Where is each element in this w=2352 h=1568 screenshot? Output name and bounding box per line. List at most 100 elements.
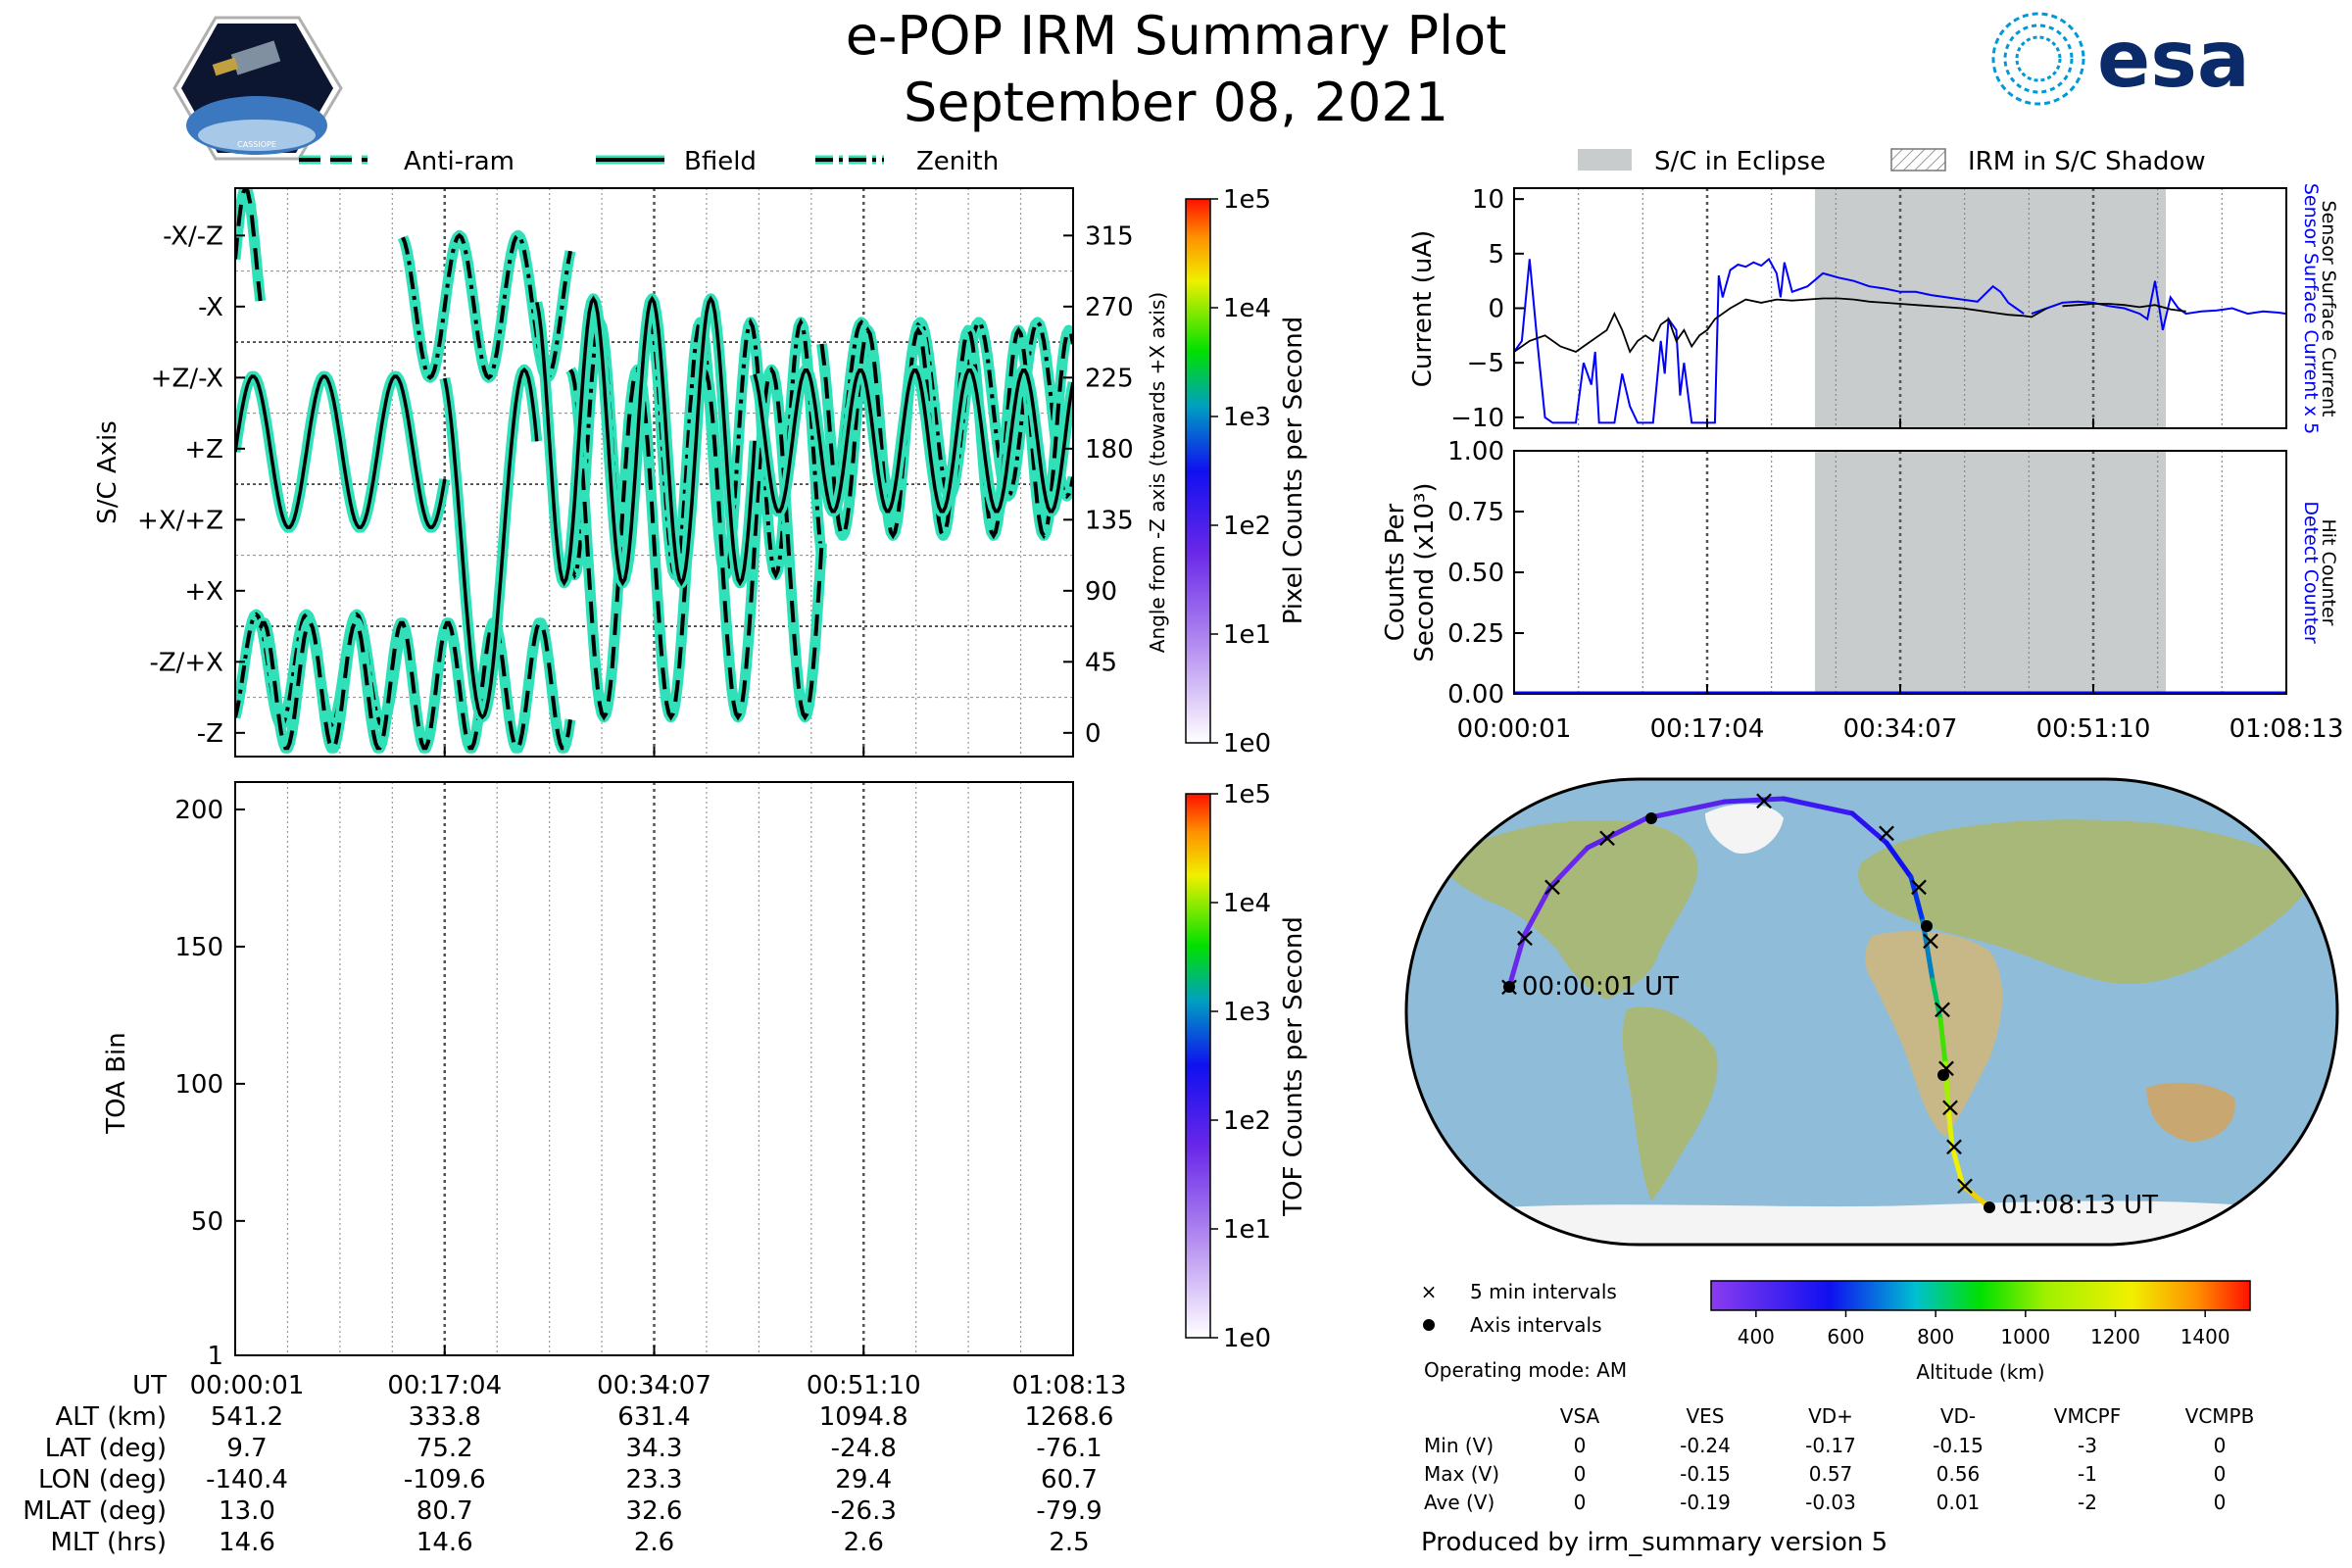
australia: [2146, 1082, 2235, 1142]
toa-tick: 150: [174, 933, 223, 962]
voltage-header: VD+: [1808, 1404, 1853, 1428]
time-tick: 00:51:10: [2036, 714, 2151, 744]
counts-ylabel-line1: Counts Per: [1381, 503, 1410, 641]
voltage-header: VCMPB: [2185, 1404, 2255, 1428]
ephemeris-cell: 32.6: [626, 1496, 683, 1526]
voltage-header: VMCPF: [2054, 1404, 2121, 1428]
voltage-cell: 0.57: [1809, 1462, 1853, 1486]
orbit-segment: [1849, 810, 1889, 846]
toa-tick: 100: [174, 1070, 223, 1100]
ephemeris-cell: 00:34:07: [597, 1371, 711, 1400]
orbit-segment: [1722, 796, 1787, 805]
cassiope-logo-text: CASSIOPE: [237, 140, 276, 149]
attitude-angle-tick: 225: [1085, 364, 1134, 393]
voltage-cell: -3: [2078, 1434, 2097, 1457]
current-right-label-blue: Sensor Surface Current x 5: [2300, 183, 2322, 434]
counts-tick: 1.00: [1447, 437, 1504, 466]
current-ylabel: Current (uA): [1408, 230, 1438, 387]
north-america: [1441, 819, 1698, 1000]
voltage-table: VSA VES VD+ VD- VMCPF VCMPB Min (V) 0 -0.24 -0.17…: [1424, 1404, 2254, 1514]
legend-bfield: Bfield: [684, 147, 757, 176]
ephemeris-cell: 9.7: [226, 1434, 267, 1463]
attitude-panel: -Z -Z/+X +X +X/+Z +Z +Z/-X -X -X/-Z 0 45 90 135 180…: [93, 187, 1169, 758]
orbit-segment: [1945, 1104, 1955, 1150]
legend-axis: Axis intervals: [1470, 1313, 1602, 1337]
five-min-marker: ×: [1919, 924, 1941, 956]
toa-tick: 200: [174, 796, 223, 825]
orbit-segment: [1643, 799, 1728, 821]
orbit-segment: [1506, 933, 1527, 990]
ephemeris-cell: 01:08:13: [1012, 1371, 1127, 1400]
ephemeris-row-label: LON (deg): [38, 1465, 167, 1494]
attitude-angle-tick: 270: [1085, 293, 1134, 322]
orbit-segment: [1547, 845, 1591, 890]
time-tick: 00:34:07: [1843, 714, 1958, 744]
voltage-cell: 0: [2214, 1462, 2227, 1486]
attitude-axis-label: -X: [198, 293, 223, 322]
dot-marker-icon: [1423, 1319, 1435, 1331]
legend-eclipse: S/C in Eclipse: [1654, 147, 1826, 176]
orbit-map: ××××××××××××× 00:00:01 UT 01:08:13 UT: [1404, 777, 2339, 1247]
five-min-marker: ×: [1953, 1169, 1976, 1201]
counts-tick: 0.50: [1447, 559, 1504, 588]
ephemeris-row-label: UT: [132, 1371, 167, 1400]
five-min-marker: ×: [1875, 816, 1897, 849]
cassiope-logo: CASSIOPE: [172, 16, 343, 161]
colorbar-tick: 1e2: [1223, 512, 1271, 541]
ephemeris-cell: 14.6: [219, 1528, 275, 1557]
ephemeris-cell: 60.7: [1041, 1465, 1098, 1494]
five-min-marker: ×: [1938, 1091, 1961, 1123]
attitude-angle-tick: 90: [1085, 577, 1117, 607]
current-tick: 0: [1488, 295, 1504, 324]
ephemeris-cell: 541.2: [211, 1402, 283, 1432]
altitude-tick: 1200: [2090, 1325, 2140, 1348]
attitude-angle-tick: 135: [1085, 506, 1134, 535]
attitude-angle-tick: 0: [1085, 719, 1102, 749]
orbit-start-label: 00:00:01 UT: [1522, 972, 1679, 1002]
colorbar-tick: 1e1: [1223, 1215, 1271, 1245]
colorbar-tick: 1e3: [1223, 403, 1271, 432]
bfield-trace: [235, 295, 1073, 720]
attitude-axis-label: +X: [184, 577, 223, 607]
attitude-axis-label: +Z: [184, 435, 223, 465]
toa-tick: 50: [191, 1207, 223, 1237]
colorbar-tick: 1e4: [1223, 294, 1271, 323]
voltage-cell: -0.15: [1933, 1434, 1984, 1457]
colorbar-tick: 1e4: [1223, 889, 1271, 918]
ephemeris-cell: 1268.6: [1025, 1402, 1114, 1432]
altitude-tick: 800: [1917, 1325, 1954, 1348]
colorbar-tick: 1e0: [1223, 1324, 1271, 1353]
ephemeris-cell: 34.3: [626, 1434, 683, 1463]
attitude-angle-tick: 45: [1085, 648, 1117, 677]
orbit-end-label: 01:08:13 UT: [2001, 1191, 2158, 1220]
legend-anti-ram: Anti-ram: [404, 147, 514, 176]
ephemeris-row-label: MLAT (deg): [23, 1496, 167, 1526]
counts-right-label-blue: Detect Counter: [2300, 501, 2322, 644]
tof-colorbar: 1e0 1e1 1e2 1e3 1e4 1e5 TOF Counts per Second: [1185, 780, 1308, 1353]
legend-5min: 5 min intervals: [1470, 1280, 1617, 1303]
anti-ram-trace: [235, 188, 1073, 751]
voltage-cell: -1: [2078, 1462, 2097, 1486]
page-title: e-POP IRM Summary Plot: [846, 5, 1507, 67]
ephemeris-cell: 00:51:10: [807, 1371, 921, 1400]
ephemeris-cell: -76.1: [1036, 1434, 1102, 1463]
attitude-axis-label: +X/+Z: [137, 506, 223, 535]
five-min-marker: ×: [1541, 870, 1563, 903]
sensor-current-trace: [1514, 297, 2186, 354]
ephemeris-cell: 2.6: [844, 1528, 884, 1557]
ephemeris-cell: -140.4: [206, 1465, 288, 1494]
time-tick: 00:17:04: [1650, 714, 1765, 744]
counts-tick: 0.00: [1447, 680, 1504, 710]
ephemeris-cell: 2.6: [634, 1528, 674, 1557]
voltage-row-label: Min (V): [1424, 1434, 1494, 1457]
current-tick: 5: [1488, 240, 1504, 270]
five-min-marker: ×: [1513, 921, 1536, 954]
voltage-cell: -0.15: [1680, 1462, 1731, 1486]
attitude-angle-tick: 180: [1085, 435, 1134, 465]
orbit-markers: ×××××××××××××: [1497, 784, 1995, 1213]
ephemeris-cell: 2.5: [1049, 1528, 1089, 1557]
current-right-label-black: Sensor Surface Current: [2318, 201, 2339, 417]
